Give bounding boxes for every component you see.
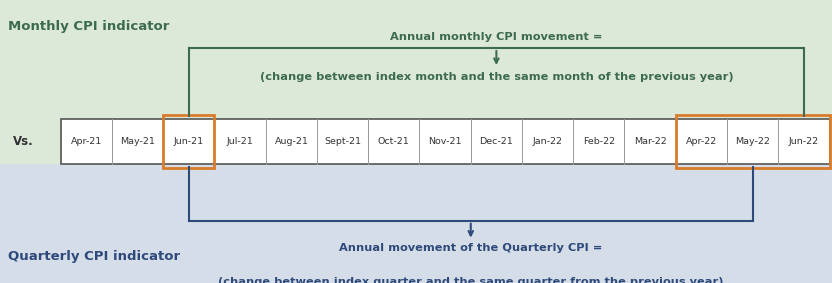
Bar bbox=[0, 0, 832, 164]
Text: (change between index month and the same month of the previous year): (change between index month and the same… bbox=[260, 72, 733, 82]
Text: Vs.: Vs. bbox=[12, 135, 33, 148]
Text: Dec-21: Dec-21 bbox=[479, 137, 513, 146]
Bar bbox=[163, 115, 215, 168]
Text: Jul-21: Jul-21 bbox=[227, 137, 254, 146]
Text: Annual monthly CPI movement =: Annual monthly CPI movement = bbox=[390, 33, 602, 42]
Bar bbox=[676, 115, 830, 168]
Text: (change between index quarter and the same quarter from the previous year): (change between index quarter and the sa… bbox=[218, 277, 724, 283]
Bar bbox=[61, 119, 830, 164]
Text: Aug-21: Aug-21 bbox=[275, 137, 309, 146]
Text: Jan-22: Jan-22 bbox=[532, 137, 562, 146]
Text: Apr-21: Apr-21 bbox=[71, 137, 102, 146]
Text: May-21: May-21 bbox=[120, 137, 155, 146]
Text: Monthly CPI indicator: Monthly CPI indicator bbox=[8, 20, 170, 33]
Text: Oct-21: Oct-21 bbox=[378, 137, 409, 146]
Text: Mar-22: Mar-22 bbox=[634, 137, 666, 146]
Text: Nov-21: Nov-21 bbox=[428, 137, 462, 146]
Bar bbox=[0, 164, 832, 283]
Text: Jun-21: Jun-21 bbox=[174, 137, 204, 146]
Text: May-22: May-22 bbox=[735, 137, 770, 146]
Text: Sept-21: Sept-21 bbox=[324, 137, 361, 146]
Text: Apr-22: Apr-22 bbox=[686, 137, 717, 146]
Text: Quarterly CPI indicator: Quarterly CPI indicator bbox=[8, 250, 181, 263]
Text: Feb-22: Feb-22 bbox=[582, 137, 615, 146]
Text: Jun-22: Jun-22 bbox=[789, 137, 819, 146]
Text: Annual movement of the Quarterly CPI =: Annual movement of the Quarterly CPI = bbox=[339, 243, 602, 253]
